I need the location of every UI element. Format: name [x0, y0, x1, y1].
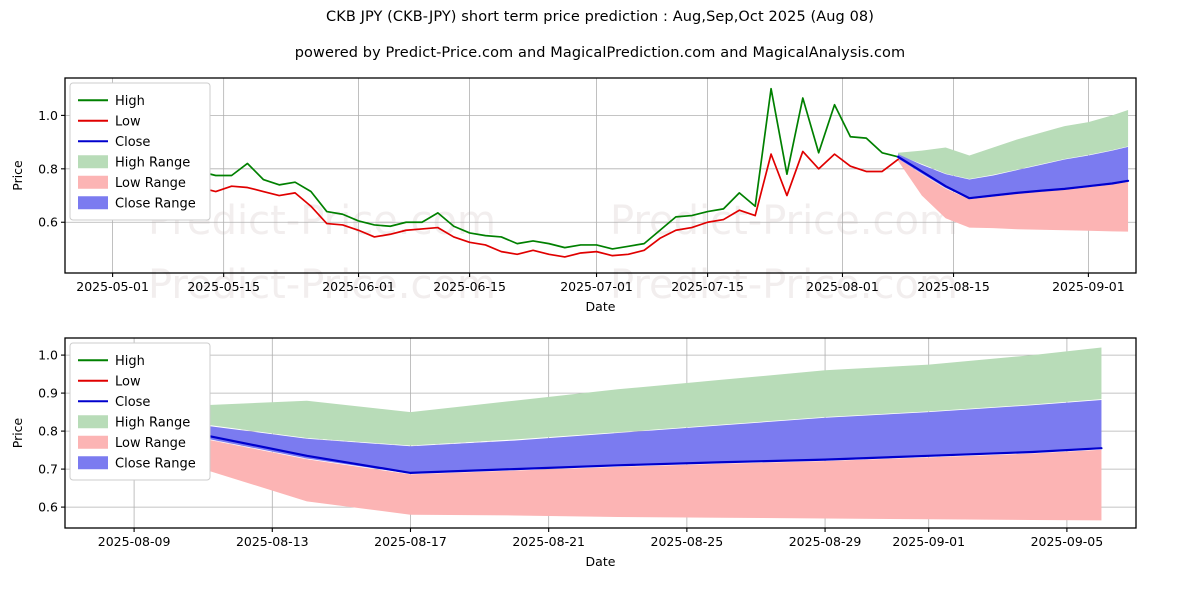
legend-band-swatch [78, 155, 108, 169]
legend-item-close[interactable]: Close [78, 135, 150, 150]
x-tick-label: 2025-07-01 [560, 279, 633, 294]
x-tick-label: 2025-05-15 [187, 279, 260, 294]
legend-item-high-range[interactable]: High Range [78, 155, 190, 170]
y-tick-label: 0.6 [38, 500, 58, 515]
x-tick-label: 2025-08-15 [917, 279, 990, 294]
x-tick-label: 2025-09-01 [1052, 279, 1125, 294]
legend-item-low-range[interactable]: Low Range [78, 435, 186, 451]
axes-frame [64, 337, 1137, 529]
low-range-band [99, 416, 1102, 521]
legend-label: Close [115, 135, 150, 150]
legend-band-swatch [78, 456, 108, 470]
legend-item-high[interactable]: High [78, 94, 145, 109]
legend-band-swatch [78, 415, 108, 429]
chart-legend[interactable]: High Low Close High Range Low Range Close Ran… [69, 342, 211, 481]
legend-label: High [115, 354, 145, 369]
high-range-band [99, 347, 1102, 446]
x-tick-label: 2025-08-29 [789, 534, 862, 549]
x-tick-label: 2025-05-01 [76, 279, 149, 294]
x-tick-label: 2025-08-21 [512, 534, 585, 549]
x-tick-label: 2025-07-15 [671, 279, 744, 294]
forecast-detail-chart-svg[interactable]: Predict-Price.comPredict-Price.com0.60.7… [0, 330, 1200, 600]
close-forecast-line [98, 412, 1103, 474]
legend-band-swatch [78, 435, 108, 449]
legend-item-low-range[interactable]: Low Range [78, 175, 186, 191]
legend-band-swatch [78, 196, 108, 210]
legend-label: Low [115, 374, 141, 389]
low-range-band [898, 158, 1129, 232]
plot-border [64, 337, 1137, 529]
y-axis: 0.6 0.7 0.8 0.9 1.0 [38, 348, 65, 515]
y-tick-label: 1.0 [38, 348, 58, 363]
plot-area[interactable] [98, 347, 1103, 521]
y-tick-label: 0.8 [38, 161, 58, 176]
x-axis-title: Date [586, 554, 616, 569]
legend-item-close[interactable]: Close [78, 395, 150, 410]
legend-label: Low Range [115, 436, 186, 451]
legend-item-high-range[interactable]: High Range [78, 415, 190, 430]
x-tick-label: 2025-09-05 [1031, 534, 1104, 549]
axes-frame [64, 77, 1137, 274]
page-title: CKB JPY (CKB-JPY) short term price predi… [326, 9, 874, 25]
x-tick-label: 2025-09-01 [892, 534, 965, 549]
legend-label: High Range [115, 155, 190, 170]
x-tick-label: 2025-06-15 [433, 279, 506, 294]
x-axis: 2025-05-01 2025-05-15 2025-06-01 2025-06-15… [76, 273, 1125, 294]
overview-chart-svg[interactable]: Predict-Price.com Predict-Price.com Predic… [0, 66, 1200, 316]
plot-area[interactable] [72, 87, 1130, 258]
forecast-detail-chart-panel[interactable]: Predict-Price.comPredict-Price.com0.60.7… [0, 330, 1200, 600]
close-range-band [99, 399, 1102, 474]
x-tick-label: 2025-08-17 [374, 534, 447, 549]
page-subtitle: powered by Predict-Price.com and Magical… [294, 45, 906, 61]
legend-label: Close Range [115, 456, 196, 471]
watermark-text: Predict-Price.com [610, 262, 958, 308]
y-tick-label: 0.8 [38, 424, 58, 439]
legend-label: High Range [115, 415, 190, 430]
chart-legend[interactable]: High Low Close High Range Low Range Close Ran… [69, 82, 211, 221]
legend-label: Close [115, 395, 150, 410]
y-axis-title: Price [10, 160, 25, 191]
legend-item-low[interactable]: Low [78, 374, 141, 389]
x-tick-label: 2025-08-13 [236, 534, 309, 549]
y-axis: 0.6 0.8 1.0 [38, 108, 65, 230]
watermark-text: Predict-Price.com [610, 198, 958, 244]
x-tick-label: 2025-08-25 [651, 534, 724, 549]
legend-label: Low [115, 114, 141, 129]
x-axis-title: Date [586, 299, 616, 314]
y-tick-label: 0.9 [38, 386, 58, 401]
y-axis-title: Price [10, 417, 25, 448]
legend-label: Low Range [115, 176, 186, 191]
overview-chart-panel[interactable]: Predict-Price.com Predict-Price.com Predic… [0, 66, 1200, 316]
watermark-text: Predict-Price.com [148, 262, 496, 308]
legend-item-close-range[interactable]: Close Range [78, 456, 196, 471]
x-tick-label: 2025-06-01 [322, 279, 395, 294]
legend-label: High [115, 94, 145, 109]
plot-border [64, 77, 1137, 274]
y-tick-label: 0.7 [38, 462, 58, 477]
high-range-band [898, 110, 1129, 179]
x-axis: 2025-08-09 2025-08-13 2025-08-17 2025-08-21… [98, 528, 1103, 549]
x-tick-label: 2025-08-09 [98, 534, 171, 549]
legend-band-swatch [78, 175, 108, 189]
legend-label: Close Range [115, 196, 196, 211]
y-tick-label: 0.6 [38, 215, 58, 230]
x-tick-label: 2025-08-01 [806, 279, 879, 294]
legend-item-low[interactable]: Low [78, 114, 141, 129]
close-range-band [898, 146, 1129, 199]
legend-item-close-range[interactable]: Close Range [78, 196, 196, 211]
legend-item-high[interactable]: High [78, 354, 145, 369]
close-forecast-line [896, 155, 1130, 200]
y-tick-label: 1.0 [38, 108, 58, 123]
